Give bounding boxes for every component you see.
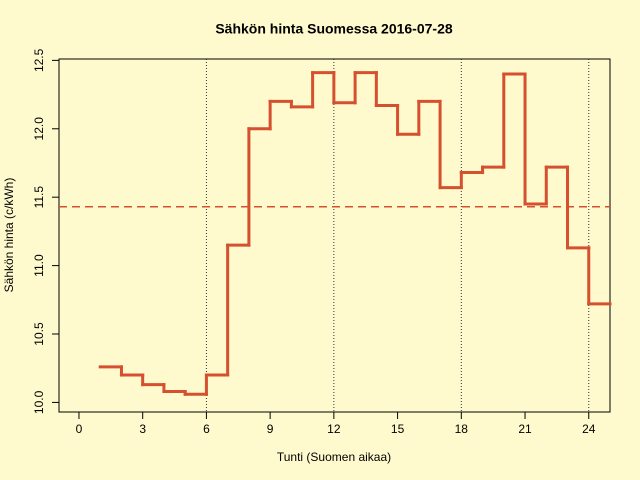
chart-title: Sähkön hinta Suomessa 2016-07-28 — [215, 21, 453, 37]
x-tick-label: 9 — [267, 422, 274, 436]
x-tick-label: 0 — [76, 422, 83, 436]
x-axis-label: Tunti (Suomen aikaa) — [277, 450, 391, 464]
plot-frame — [58, 58, 611, 413]
y-tick-label: 12.0 — [32, 117, 46, 141]
y-tick-label: 11.5 — [32, 186, 46, 209]
y-tick-label: 11.0 — [32, 254, 46, 277]
x-tick-label: 21 — [518, 422, 532, 436]
y-tick-label: 12.5 — [32, 48, 46, 72]
x-tick-label: 6 — [203, 422, 210, 436]
x-tick-label: 3 — [139, 422, 146, 436]
x-tick-label: 18 — [455, 422, 469, 436]
x-tick-label: 15 — [391, 422, 405, 436]
y-axis-label: Sähkön hinta (c/kWh) — [2, 178, 16, 293]
x-tick-label: 12 — [327, 422, 341, 436]
y-tick-label: 10.0 — [32, 390, 46, 414]
y-tick-label: 10.5 — [32, 322, 46, 346]
x-tick-label: 24 — [582, 422, 596, 436]
